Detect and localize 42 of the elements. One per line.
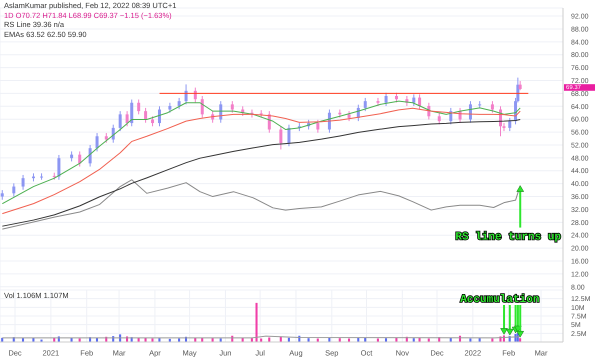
candlestick xyxy=(78,150,82,168)
candlestick xyxy=(0,190,4,200)
candlestick xyxy=(151,116,154,127)
candlestick xyxy=(96,132,99,152)
candlestick xyxy=(279,126,282,150)
candlestick xyxy=(22,174,25,190)
candlestick xyxy=(168,102,172,114)
candlestick xyxy=(144,107,148,124)
candlestick xyxy=(158,106,161,127)
bar xyxy=(428,338,430,342)
candlestick xyxy=(508,117,512,132)
bar xyxy=(268,337,270,342)
candlestick xyxy=(137,99,140,115)
candlestick xyxy=(412,94,416,106)
candlestick xyxy=(518,80,522,91)
candlestick xyxy=(490,100,494,114)
candlestick xyxy=(364,97,367,112)
candlestick xyxy=(130,99,134,127)
bar xyxy=(357,337,360,342)
candlestick xyxy=(348,110,351,122)
candlestick xyxy=(230,100,234,114)
annotation: RS line turns up xyxy=(455,232,562,244)
candlestick xyxy=(70,150,74,162)
bar xyxy=(338,338,341,342)
candlestick xyxy=(104,132,108,144)
candlestick xyxy=(438,112,441,125)
candlestick xyxy=(316,119,320,134)
candlestick xyxy=(178,97,181,110)
annotation: Accumulation xyxy=(460,294,540,306)
candlestick xyxy=(287,124,290,147)
candlestick xyxy=(384,92,388,106)
candlestick xyxy=(418,94,422,110)
candlestick xyxy=(394,92,398,103)
candlestick xyxy=(118,110,122,132)
bar xyxy=(255,302,258,342)
candlestick xyxy=(88,144,92,168)
candlestick xyxy=(126,110,129,127)
bar xyxy=(412,338,415,342)
candlestick xyxy=(57,154,60,180)
candlestick xyxy=(200,95,204,118)
candlestick xyxy=(328,109,331,134)
candlestick xyxy=(12,182,16,198)
